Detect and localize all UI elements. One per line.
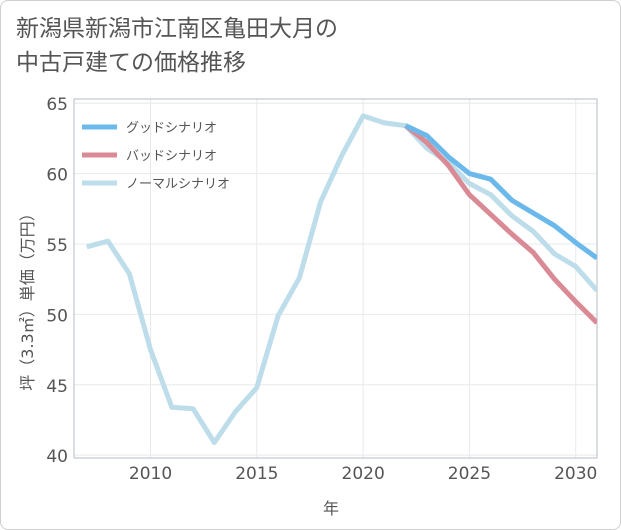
x-tick-label: 2020 [342,464,385,484]
legend-item-normal: ノーマルシナリオ [82,177,230,192]
x-axis-label: 年 [323,499,339,518]
series-line-good [404,123,597,261]
axis-ticks: 40 45 50 55 60 65 2010 2015 2020 2025 2030 [46,95,597,484]
y-tick-label: 50 [46,306,68,326]
x-tick-label: 2025 [448,464,491,484]
y-tick-label: 55 [46,236,68,256]
plot-area [73,98,598,459]
title-line-1: 新潟県新潟市江南区亀田大月の [16,16,338,42]
legend-label: バッドシナリオ [126,149,217,164]
x-tick-label: 2010 [129,464,172,484]
chart-title: 新潟県新潟市江南区亀田大月の 中古戸建ての価格推移 [16,12,338,80]
series-line-bad [404,123,597,325]
x-tick-label: 2030 [554,464,597,484]
y-tick-label: 40 [46,447,68,467]
legend-item-good: グッドシナリオ [82,121,217,136]
y-tick-label: 65 [46,95,68,115]
legend-label: グッドシナリオ [126,121,217,136]
legend-item-bad: バッドシナリオ [82,149,217,164]
x-tick-label: 2015 [235,464,278,484]
title-line-2: 中古戸建ての価格推移 [16,50,246,76]
y-tick-label: 60 [46,166,68,186]
y-tick-label: 45 [46,377,68,397]
legend-label: ノーマルシナリオ [126,177,230,192]
grid-lines [74,99,597,458]
series-lines [86,113,597,445]
series-line-normal [86,113,597,445]
y-axis-label: 坪（3.3㎡）単価（万円） [18,205,37,390]
